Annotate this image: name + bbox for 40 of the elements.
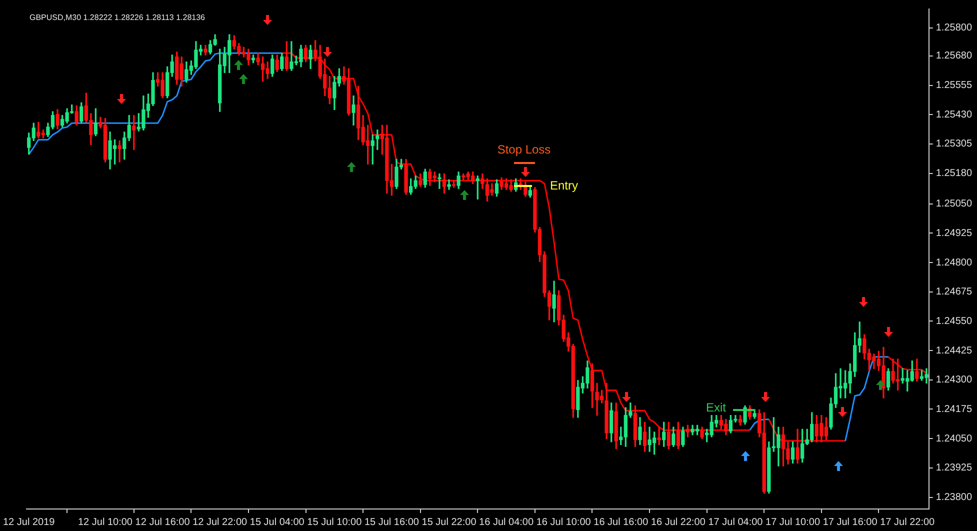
candlestick (438, 173, 442, 189)
x-tick-label: 15 Jul 10:00 (307, 516, 362, 528)
x-tick-label: 16 Jul 10:00 (536, 516, 592, 528)
x-tick-label: 15 Jul 04:00 (250, 516, 305, 528)
annotation: Entry (550, 178, 578, 192)
x-tick-label: 17 Jul 10:00 (766, 516, 820, 528)
y-tick-label: 1.24675 (936, 286, 972, 298)
y-tick-label: 1.24050 (936, 433, 972, 444)
y-tick-label: 1.25180 (936, 168, 972, 180)
y-tick-label: 1.24800 (936, 257, 972, 268)
annotation: Exit (706, 400, 727, 414)
x-tick-label: 15 Jul 16:00 (364, 516, 420, 528)
x-tick-label: 15 Jul 22:00 (422, 516, 477, 528)
y-tick-label: 1.25430 (936, 109, 972, 120)
annotation: Stop Loss (497, 142, 551, 156)
y-tick-label: 1.23925 (936, 462, 972, 474)
x-tick-label: 12 Jul 22:00 (192, 516, 248, 528)
x-tick-label: 16 Jul 04:00 (479, 516, 534, 528)
y-tick-label: 1.24175 (936, 404, 972, 415)
y-tick-label: 1.25305 (936, 138, 972, 150)
candlestick (447, 179, 451, 190)
x-tick-label: 16 Jul 16:00 (594, 516, 649, 528)
y-tick-label: 1.24300 (936, 374, 972, 386)
x-tick-label: 17 Jul 16:00 (822, 516, 878, 528)
y-tick-label: 1.24425 (936, 345, 972, 356)
x-tick-label: 16 Jul 22:00 (650, 516, 706, 528)
candlestick (118, 140, 122, 162)
text: GBPUSD,M30 1.28222 1.28226 1.28113 1.28136 (29, 13, 206, 22)
y-tick-label: 1.24925 (936, 228, 972, 239)
x-tick-label: 12 Jul 2019 (2, 516, 56, 528)
x-tick-label: 12 Jul 10:00 (78, 516, 133, 528)
y-tick-label: 1.25680 (936, 50, 972, 62)
x-tick-label: 17 Jul 04:00 (708, 516, 764, 528)
y-tick-label: 1.25555 (936, 80, 972, 92)
x-tick-label: 17 Jul 22:00 (880, 516, 936, 528)
y-tick-label: 1.23800 (936, 492, 972, 504)
y-tick-label: 1.24550 (936, 316, 972, 327)
y-tick-label: 1.25800 (936, 22, 972, 34)
x-tick-label: 12 Jul 16:00 (135, 516, 190, 528)
y-tick-label: 1.25050 (936, 198, 972, 210)
